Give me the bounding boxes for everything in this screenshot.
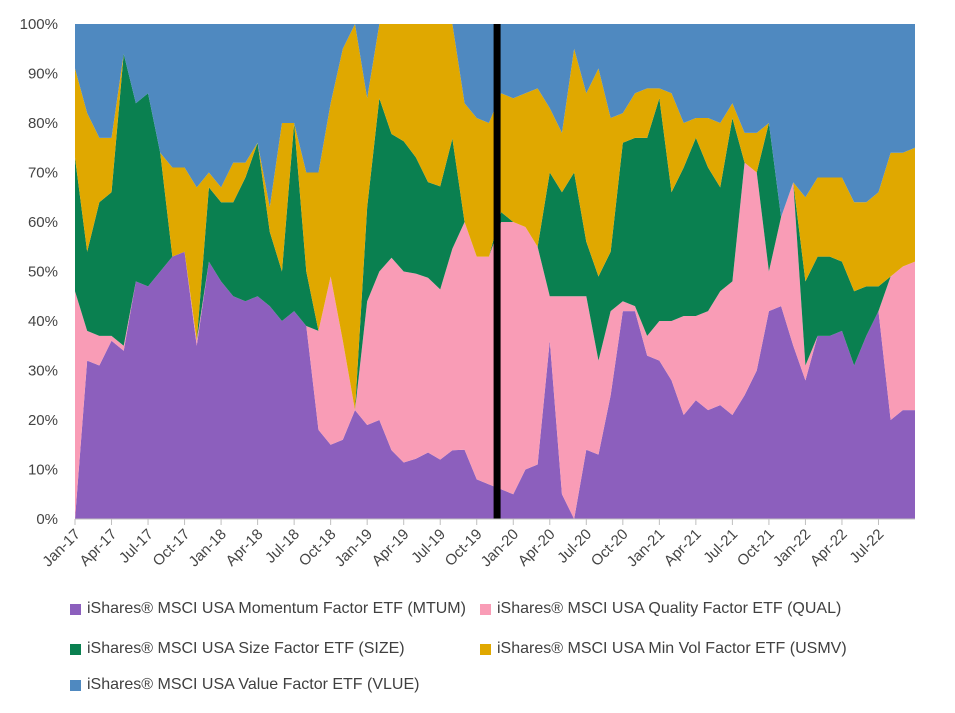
legend-item-1: iShares® MSCI USA Quality Factor ETF (QU… (480, 600, 841, 618)
area-series-0 (75, 251, 915, 519)
x-tick-label: Apr-18 (223, 526, 267, 570)
y-tick-label: 0% (36, 511, 58, 528)
x-tick-label: Jan-20 (478, 526, 522, 570)
y-tick-label: 80% (28, 115, 58, 132)
x-tick-label: Jan-21 (624, 526, 668, 570)
y-tick-label: 20% (28, 412, 58, 429)
y-tick-label: 40% (28, 313, 58, 330)
legend-swatch (70, 679, 81, 691)
axes (75, 24, 915, 520)
legend-label: iShares® MSCI USA Value Factor ETF (VLUE… (87, 676, 420, 693)
x-tick-label: Oct-18 (296, 526, 340, 570)
x-tick-label: Jul-17 (116, 526, 157, 567)
x-tick-label: Oct-19 (442, 526, 486, 570)
x-axis-ticks: Jan-17Apr-17Jul-17Oct-17Jan-18Apr-18Jul-… (39, 519, 887, 570)
y-tick-label: 70% (28, 165, 58, 182)
legend-label: iShares® MSCI USA Size Factor ETF (SIZE) (87, 640, 405, 657)
legend-label: iShares® MSCI USA Min Vol Factor ETF (US… (497, 640, 847, 657)
y-tick-label: 90% (28, 66, 58, 83)
x-tick-label: Jan-17 (39, 526, 83, 570)
legend-item-4: iShares® MSCI USA Value Factor ETF (VLUE… (70, 676, 419, 694)
legend-swatch (70, 603, 81, 615)
x-tick-label: Jul-19 (408, 526, 449, 567)
legend-item-3: iShares® MSCI USA Min Vol Factor ETF (US… (480, 640, 847, 658)
y-tick-label: 10% (28, 462, 58, 479)
y-axis-ticks: 0% 10% 20% 30% 40% 50% 60% 70% 80% 90% 100% (20, 16, 58, 528)
x-tick-label: Jul-18 (262, 526, 303, 567)
y-tick-label: 50% (28, 264, 58, 281)
legend-swatch (480, 643, 491, 655)
legend-label: iShares® MSCI USA Momentum Factor ETF (M… (87, 600, 466, 617)
x-tick-label: Jul-22 (846, 526, 887, 567)
area-series-4 (75, 24, 915, 218)
legend-label: iShares® MSCI USA Quality Factor ETF (QU… (497, 600, 842, 617)
y-tick-label: 60% (28, 214, 58, 231)
x-tick-label: Oct-17 (150, 526, 194, 570)
legend-swatch (70, 643, 81, 655)
x-tick-label: Apr-22 (807, 526, 851, 570)
legend-item-2: iShares® MSCI USA Size Factor ETF (SIZE) (70, 640, 405, 658)
x-tick-label: Apr-21 (661, 526, 705, 570)
y-tick-label: 100% (20, 16, 58, 33)
x-tick-label: Apr-17 (76, 526, 120, 570)
x-tick-label: Apr-19 (369, 526, 413, 570)
x-tick-label: Jan-19 (332, 526, 376, 570)
area-series-2 (75, 53, 915, 411)
legend-item-0: iShares® MSCI USA Momentum Factor ETF (M… (70, 600, 466, 618)
x-tick-label: Jan-18 (185, 526, 229, 570)
x-tick-label: Oct-21 (734, 526, 778, 570)
stacked-area-chart: 0% 10% 20% 30% 40% 50% 60% 70% 80% 90% 100% Jan-17… (20, 16, 915, 570)
y-tick-label: 30% (28, 363, 58, 380)
x-tick-label: Jul-20 (554, 526, 595, 567)
x-tick-label: Jan-22 (770, 526, 814, 570)
x-tick-label: Oct-20 (588, 526, 632, 570)
x-tick-label: Jul-21 (700, 526, 741, 567)
legend-swatch (480, 603, 491, 615)
x-tick-label: Apr-20 (515, 526, 559, 570)
